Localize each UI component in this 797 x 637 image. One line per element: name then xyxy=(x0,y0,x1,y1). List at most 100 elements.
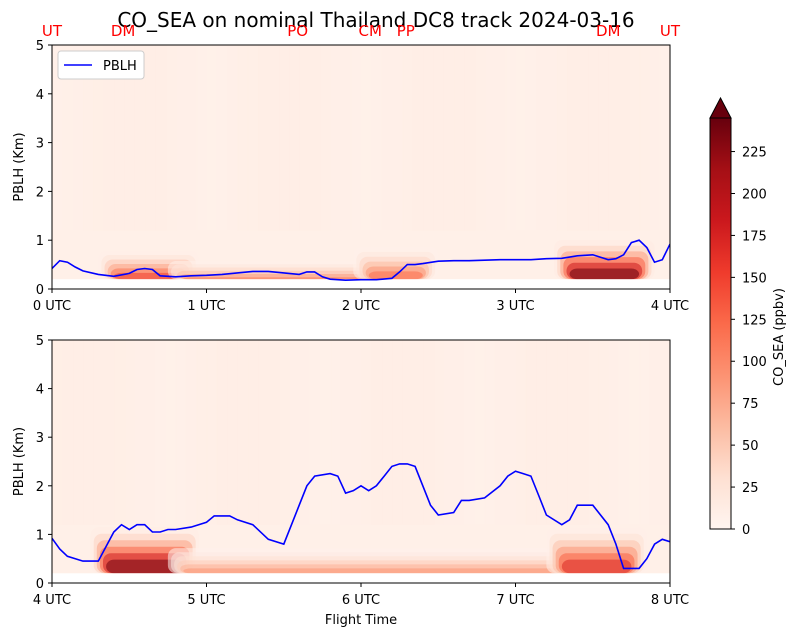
heatmap-band xyxy=(556,340,568,525)
heatmap-band xyxy=(453,45,465,231)
heatmap-band xyxy=(371,340,383,525)
heatmap-band xyxy=(381,340,393,525)
heatmap-band xyxy=(402,340,414,525)
heatmap-band xyxy=(134,45,146,231)
x-tick-label: 5 UTC xyxy=(187,593,225,608)
x-tick-label: 1 UTC xyxy=(187,299,225,314)
heatmap-band xyxy=(309,340,321,525)
y-tick-label: 1 xyxy=(36,528,44,543)
heatmap-band xyxy=(402,45,414,231)
x-tick-label: 3 UTC xyxy=(496,299,534,314)
heatmap-band xyxy=(422,45,435,231)
heatmap-band xyxy=(494,45,507,231)
heatmap-band xyxy=(608,340,620,525)
heatmap-band xyxy=(196,45,208,231)
heatmap-band xyxy=(216,45,229,231)
colorbar-tick-label: 75 xyxy=(742,397,759,412)
site-label: DM xyxy=(596,22,621,40)
heatmap-band xyxy=(381,45,393,231)
heatmap-band xyxy=(113,340,126,525)
heatmap-band xyxy=(103,45,115,231)
heatmap-band xyxy=(443,340,455,525)
x-axis-label: Flight Time xyxy=(325,613,397,628)
y-tick-label: 2 xyxy=(36,185,44,200)
heatmap-band xyxy=(659,45,670,231)
heatmap-band xyxy=(391,45,404,231)
concentration-hotspot xyxy=(183,568,562,574)
heatmap-band xyxy=(433,45,445,231)
heatmap-band xyxy=(361,45,373,231)
heatmap-band xyxy=(206,45,218,231)
colorbar-extend-arrow xyxy=(709,96,732,119)
site-label: UT xyxy=(660,22,681,40)
x-tick-label: 4 UTC xyxy=(33,593,71,608)
heatmap-band xyxy=(639,340,651,525)
colorbar-label: CO_SEA (ppbv) xyxy=(772,288,787,386)
heatmap-band xyxy=(62,45,74,231)
heatmap-band xyxy=(391,340,404,525)
legend-label: PBLH xyxy=(103,59,137,74)
heatmap-band xyxy=(536,340,548,525)
colorbar-tick-label: 50 xyxy=(742,439,759,454)
heatmap-band xyxy=(319,340,332,525)
heatmap-field xyxy=(52,45,670,289)
heatmap-band xyxy=(330,45,342,231)
heatmap-field xyxy=(52,340,670,583)
colorbar-ticks: 0 25 50 75 100 125 150 175 200 225 xyxy=(731,146,767,538)
concentration-hotspot xyxy=(183,277,408,280)
heatmap-band xyxy=(62,340,74,525)
x-tick-label: 7 UTC xyxy=(496,593,534,608)
heatmap-band xyxy=(319,45,332,231)
heatmap-band xyxy=(567,340,579,525)
heatmap-band xyxy=(525,340,538,525)
heatmap-band xyxy=(278,45,290,231)
y-tick-label: 4 xyxy=(36,383,44,398)
heatmap-band xyxy=(628,340,641,525)
y-tick-label: 5 xyxy=(36,334,44,349)
heatmap-band xyxy=(72,45,84,231)
heatmap-band xyxy=(227,340,239,525)
heatmap-band xyxy=(340,45,352,231)
heatmap-band xyxy=(82,340,95,525)
pblh-series-line xyxy=(52,463,670,570)
y-tick-label: 0 xyxy=(36,577,44,592)
heatmap-band xyxy=(464,340,476,525)
legend-box xyxy=(57,50,145,80)
heatmap-band xyxy=(227,45,239,231)
heatmap-band xyxy=(196,340,208,525)
heatmap-band xyxy=(639,45,651,231)
heatmap-band xyxy=(412,45,424,231)
y-tick-label: 1 xyxy=(36,234,44,249)
heatmap-band xyxy=(587,340,599,525)
colorbar-tick-label: 0 xyxy=(742,523,750,538)
chart-title: CO_SEA on nominal Thailand DC8 track 202… xyxy=(117,8,634,32)
heatmap-band xyxy=(288,340,301,525)
heatmap-band xyxy=(52,45,64,231)
x-tick-label: 8 UTC xyxy=(651,593,689,608)
y-tick-label: 5 xyxy=(36,39,44,54)
heatmap-band xyxy=(433,340,445,525)
heatmap-band xyxy=(453,340,465,525)
heatmap-band xyxy=(608,45,620,231)
heatmap-band xyxy=(484,45,496,231)
colorbar-tick-label: 225 xyxy=(742,146,767,161)
heatmap-band xyxy=(175,340,187,525)
top-panel: 0 1 2 3 4 5 0 UTC 1 UTC 2 UTC 3 UTC 4 UTC PBLH (Km)… xyxy=(12,22,689,314)
heatmap-band xyxy=(371,45,383,231)
heatmap-band xyxy=(165,45,177,231)
heatmap-band xyxy=(113,45,126,231)
heatmap-band xyxy=(93,340,105,525)
heatmap-band xyxy=(515,45,527,231)
concentration-hotspot xyxy=(106,559,184,574)
concentration-hotspot xyxy=(569,268,640,280)
x-tick-label: 4 UTC xyxy=(651,299,689,314)
heatmap-band xyxy=(659,340,670,525)
heatmap-bottom xyxy=(52,279,670,289)
heatmap-band xyxy=(258,340,270,525)
heatmap-band xyxy=(185,45,198,231)
colorbar-tick-label: 150 xyxy=(742,271,767,286)
y-tick-label: 0 xyxy=(36,283,44,298)
site-label: PP xyxy=(397,22,415,40)
x-tick-label: 2 UTC xyxy=(342,299,380,314)
